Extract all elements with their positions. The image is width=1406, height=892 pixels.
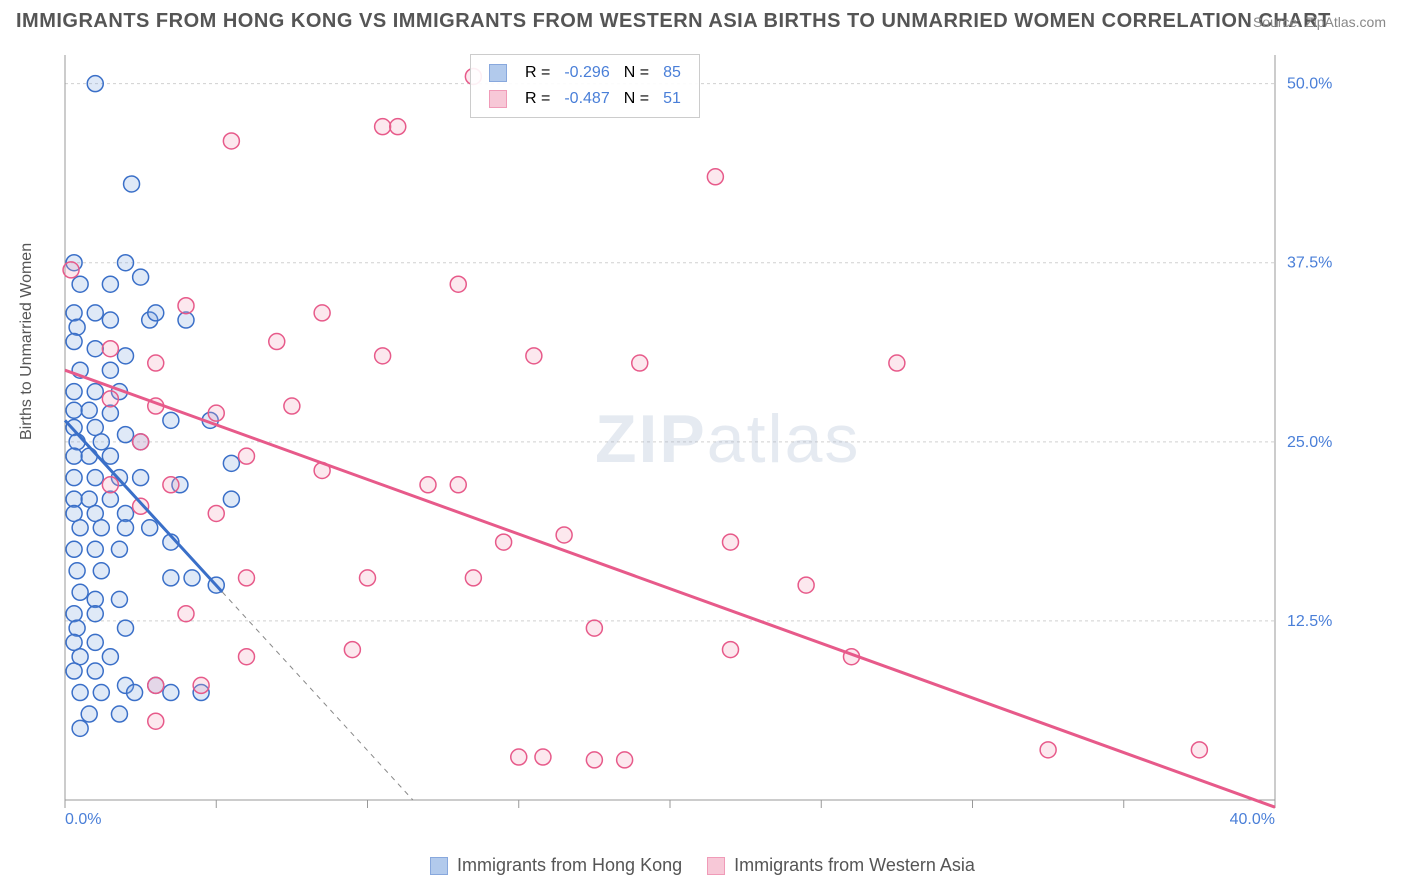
bottom-swatch-hongkong <box>430 857 448 875</box>
r-value-westernasia: -0.487 <box>558 87 615 111</box>
legend-label-westernasia: Immigrants from Western Asia <box>734 855 975 875</box>
y-axis-label: Births to Unmarried Women <box>18 243 36 440</box>
r-value-hongkong: -0.296 <box>558 61 615 85</box>
legend-swatch-hongkong <box>489 64 507 82</box>
legend-swatch-westernasia <box>489 90 507 108</box>
svg-text:37.5%: 37.5% <box>1287 255 1332 272</box>
legend-label-hongkong: Immigrants from Hong Kong <box>457 855 682 875</box>
n-value-westernasia: 51 <box>657 87 687 111</box>
legend-row-series1: R = -0.296 N = 85 <box>483 61 687 85</box>
svg-text:40.0%: 40.0% <box>1230 811 1275 828</box>
chart-title: IMMIGRANTS FROM HONG KONG VS IMMIGRANTS … <box>16 10 1331 33</box>
svg-text:0.0%: 0.0% <box>65 811 101 828</box>
chart-area: 12.5%25.0%37.5%50.0%0.0%40.0% ZIPatlas <box>55 50 1345 830</box>
n-value-hongkong: 85 <box>657 61 687 85</box>
bottom-legend: Immigrants from Hong Kong Immigrants fro… <box>430 855 975 876</box>
svg-text:12.5%: 12.5% <box>1287 613 1332 630</box>
svg-text:25.0%: 25.0% <box>1287 434 1332 451</box>
svg-text:50.0%: 50.0% <box>1287 76 1332 93</box>
legend-row-series2: R = -0.487 N = 51 <box>483 87 687 111</box>
bottom-swatch-westernasia <box>707 857 725 875</box>
source-attribution: Source: ZipAtlas.com <box>1253 14 1386 30</box>
scatter-chart-svg: 12.5% 25.0% 37.5% 50.0% 0.0% 40.0% <box>55 50 1345 830</box>
stats-legend: R = -0.296 N = 85 R = -0.487 N = 51 <box>470 54 700 118</box>
